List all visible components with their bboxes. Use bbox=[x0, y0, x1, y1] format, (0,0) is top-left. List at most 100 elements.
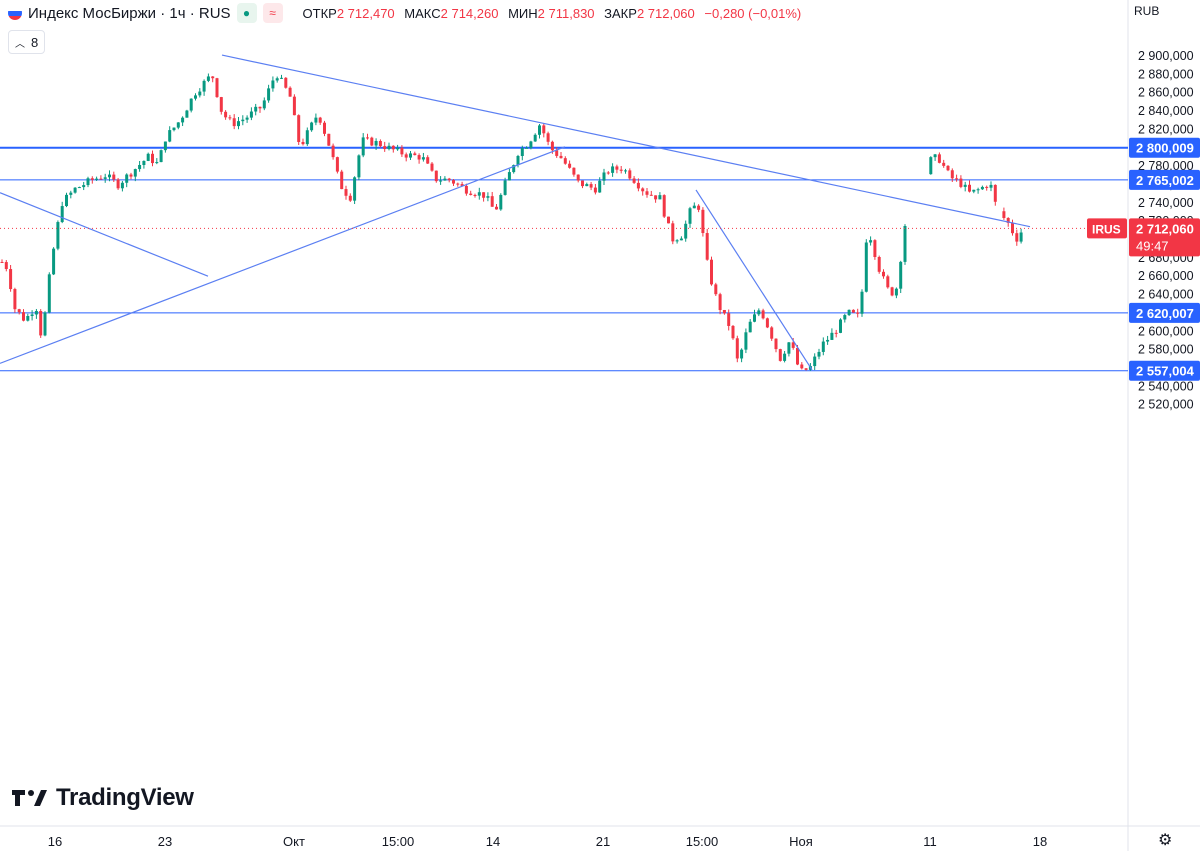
candle-body bbox=[103, 177, 107, 179]
chevron-up-icon: ︿ bbox=[15, 38, 25, 50]
candle-body bbox=[155, 162, 159, 164]
candle-body bbox=[864, 242, 868, 292]
x-tick-label: 14 bbox=[486, 834, 500, 849]
approx-icon[interactable]: ≈ bbox=[262, 3, 283, 23]
candle-body bbox=[989, 184, 993, 188]
candle-body bbox=[430, 163, 434, 171]
candle-body bbox=[86, 178, 90, 186]
x-tick-label: 11 bbox=[923, 834, 937, 849]
chart-header: Индекс МосБиржи · 1ч · RUS ● ≈ ОТКР2 712… bbox=[0, 0, 801, 26]
candle-body bbox=[297, 115, 301, 142]
candle-body bbox=[301, 141, 305, 145]
candle-body bbox=[563, 158, 567, 164]
candle-body bbox=[942, 162, 946, 166]
candle-body bbox=[120, 182, 124, 189]
candle-body bbox=[929, 157, 933, 175]
candle-body bbox=[654, 195, 658, 200]
candle-body bbox=[56, 222, 60, 249]
dot-icon[interactable]: ● bbox=[236, 3, 257, 23]
x-tick-label: 15:00 bbox=[382, 834, 415, 849]
candle-body bbox=[185, 110, 189, 118]
candle-body bbox=[757, 310, 761, 315]
candle-body bbox=[116, 179, 120, 189]
candle-body bbox=[69, 192, 73, 195]
candle-body bbox=[826, 339, 830, 342]
candle-body bbox=[396, 147, 400, 150]
candle-body bbox=[409, 153, 412, 158]
candle-body bbox=[335, 157, 339, 172]
candle-body bbox=[249, 111, 253, 118]
last-price-label: 2 712,060 bbox=[1136, 221, 1194, 236]
candle-body bbox=[9, 269, 13, 290]
candle-body bbox=[1019, 232, 1023, 242]
candle-body bbox=[22, 312, 25, 321]
candle-body bbox=[718, 294, 722, 310]
candle-body bbox=[976, 189, 980, 191]
candle-body bbox=[796, 347, 799, 365]
candle-body bbox=[899, 261, 903, 289]
candle-body bbox=[753, 314, 756, 322]
candle-body bbox=[787, 342, 791, 354]
trend-line bbox=[695, 189, 813, 371]
candle-body bbox=[559, 155, 563, 159]
candle-body bbox=[215, 78, 219, 98]
countdown-label: 49:47 bbox=[1136, 238, 1169, 253]
candle-body bbox=[628, 170, 632, 179]
candle-body bbox=[542, 125, 546, 134]
y-tick-label: 2 900,000 bbox=[1138, 49, 1194, 63]
candle-body bbox=[404, 154, 408, 158]
candle-body bbox=[649, 194, 653, 196]
candle-body bbox=[340, 171, 344, 190]
candle-body bbox=[292, 96, 296, 116]
candle-body bbox=[490, 196, 494, 207]
candle-body bbox=[73, 187, 77, 193]
candle-body bbox=[568, 163, 572, 168]
candle-body bbox=[224, 111, 228, 118]
candle-body bbox=[219, 97, 223, 112]
candle-body bbox=[469, 193, 473, 195]
x-tick-label: 23 bbox=[158, 834, 172, 849]
candle-body bbox=[439, 180, 443, 182]
candle-body bbox=[520, 148, 524, 156]
candle-body bbox=[602, 172, 606, 181]
candle-body bbox=[60, 206, 64, 223]
candle-body bbox=[937, 154, 941, 163]
candle-body bbox=[843, 315, 847, 320]
level-price-tag bbox=[1129, 169, 1200, 190]
candle-body bbox=[262, 100, 266, 109]
x-tick-label: 16 bbox=[48, 834, 62, 849]
indicators-toggle[interactable]: ︿ 8 bbox=[8, 30, 46, 54]
y-tick-label: 2 540,000 bbox=[1138, 379, 1194, 393]
close-label: ЗАКР bbox=[604, 5, 637, 21]
candle-body bbox=[830, 332, 834, 340]
x-tick-label: 18 bbox=[1033, 834, 1047, 849]
gear-icon[interactable]: ⚙ bbox=[1158, 832, 1173, 849]
candle-body bbox=[495, 206, 498, 210]
currency-label[interactable]: RUB bbox=[1134, 4, 1160, 18]
candle-body bbox=[460, 184, 464, 186]
y-tick-label: 2 880,000 bbox=[1138, 67, 1194, 81]
candle-body bbox=[624, 170, 627, 172]
candle-body bbox=[834, 332, 838, 334]
candle-body bbox=[671, 223, 675, 242]
candle-body bbox=[39, 311, 43, 336]
candle-body bbox=[529, 141, 533, 148]
candle-body bbox=[869, 240, 873, 243]
candle-body bbox=[237, 121, 240, 127]
candle-body bbox=[391, 145, 395, 150]
candle-body bbox=[387, 145, 391, 150]
candle-body bbox=[576, 174, 580, 181]
candle-body bbox=[581, 180, 584, 187]
candle-body bbox=[959, 178, 963, 187]
candle-body bbox=[499, 194, 503, 210]
x-tick-label: Окт bbox=[283, 834, 305, 849]
candle-body bbox=[26, 316, 30, 321]
candle-body bbox=[348, 195, 352, 201]
candle-body bbox=[138, 164, 142, 170]
candle-body bbox=[783, 353, 787, 361]
symbol-title[interactable]: Индекс МосБиржи · 1ч · RUS bbox=[28, 4, 231, 22]
candle-body bbox=[232, 118, 236, 127]
candle-body bbox=[774, 338, 778, 350]
